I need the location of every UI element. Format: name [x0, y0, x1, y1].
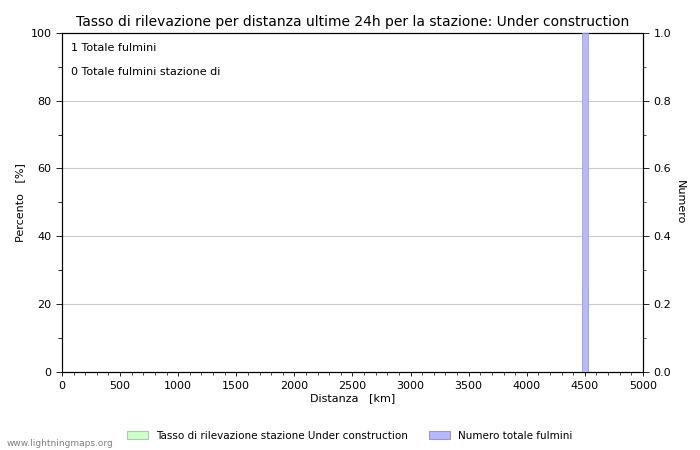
X-axis label: Distanza   [km]: Distanza [km]: [310, 393, 395, 404]
Bar: [582, 33, 588, 372]
Text: www.lightningmaps.org: www.lightningmaps.org: [7, 439, 113, 448]
Bar: [582, 287, 588, 372]
Y-axis label: Numero: Numero: [675, 180, 685, 225]
Text: 0 Totale fulmini stazione di: 0 Totale fulmini stazione di: [71, 67, 220, 77]
Title: Tasso di rilevazione per distanza ultime 24h per la stazione: Under construction: Tasso di rilevazione per distanza ultime…: [76, 15, 629, 29]
Y-axis label: Percento   [%]: Percento [%]: [15, 163, 25, 242]
Text: 1 Totale fulmini: 1 Totale fulmini: [71, 43, 156, 53]
Legend: Tasso di rilevazione stazione Under construction, Numero totale fulmini: Tasso di rilevazione stazione Under cons…: [123, 427, 577, 445]
